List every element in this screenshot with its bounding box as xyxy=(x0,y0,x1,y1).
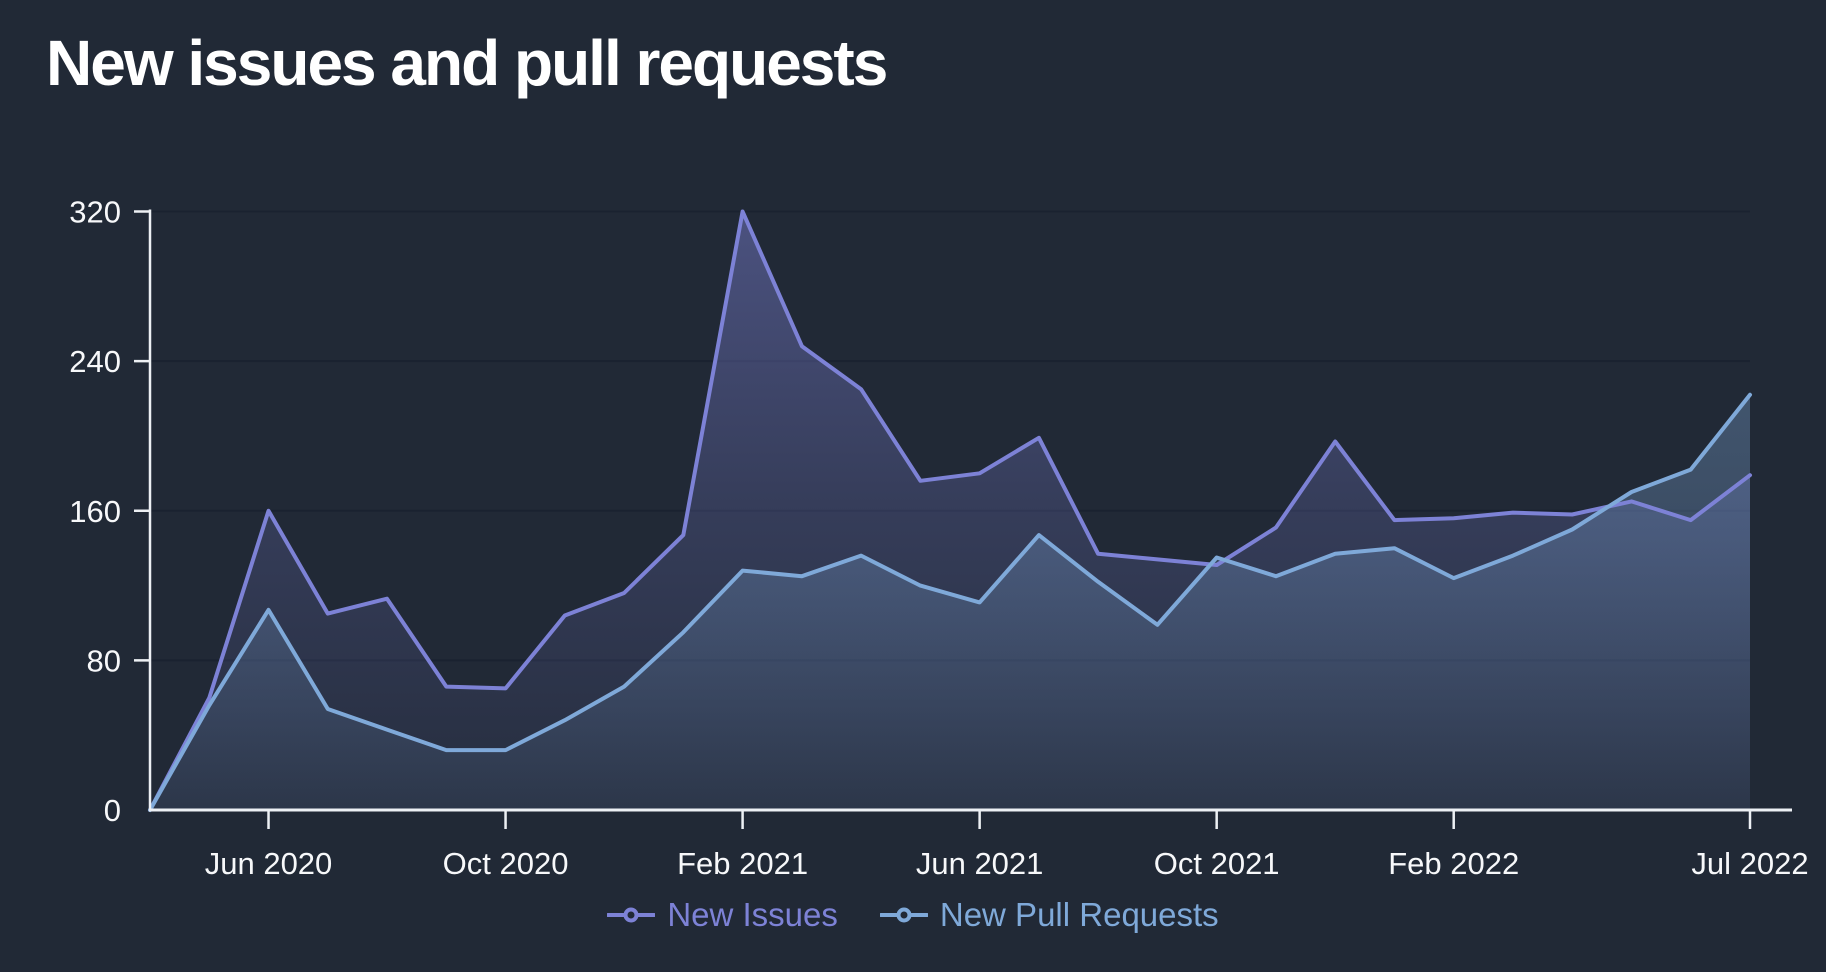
legend-item-new-pull-requests[interactable]: New Pull Requests xyxy=(879,896,1219,934)
x-tick-label: Feb 2021 xyxy=(677,846,808,881)
legend-item-label: New Issues xyxy=(667,896,838,933)
axes xyxy=(134,209,1792,829)
series-areas xyxy=(150,211,1750,810)
x-tick-label: Jun 2020 xyxy=(205,846,333,881)
y-tick-label: 160 xyxy=(69,494,121,529)
x-tick-label: Jun 2021 xyxy=(916,846,1044,881)
x-tick-label: Oct 2021 xyxy=(1154,846,1280,881)
legend-item-new-issues[interactable]: New Issues xyxy=(607,896,838,934)
y-tick-label: 240 xyxy=(69,344,121,379)
x-tick-label: Oct 2020 xyxy=(443,846,569,881)
legend-item-label: New Pull Requests xyxy=(939,896,1219,933)
y-tick-label: 80 xyxy=(87,643,121,678)
chart-legend: New Issues New Pull Requests xyxy=(0,896,1826,934)
x-tick-label: Feb 2022 xyxy=(1388,846,1519,881)
legend-line-marker-icon xyxy=(607,907,656,923)
y-tick-label: 0 xyxy=(104,793,121,828)
x-tick-label: Jul 2022 xyxy=(1691,846,1808,881)
legend-line-marker-icon xyxy=(879,907,928,923)
area-new-pull-requests xyxy=(150,394,1750,810)
series-lines xyxy=(148,209,1752,812)
y-tick-label: 320 xyxy=(69,195,121,230)
axis-labels: 0 80 160 240 320 Jun 2020 Oct 2020 Feb 2021 Jun … xyxy=(69,195,1808,882)
line-new-pull-requests[interactable] xyxy=(148,392,1752,812)
plot-area[interactable] xyxy=(150,212,1750,811)
chart-title: New issues and pull requests xyxy=(46,27,888,99)
line-new-issues[interactable] xyxy=(148,209,1752,812)
